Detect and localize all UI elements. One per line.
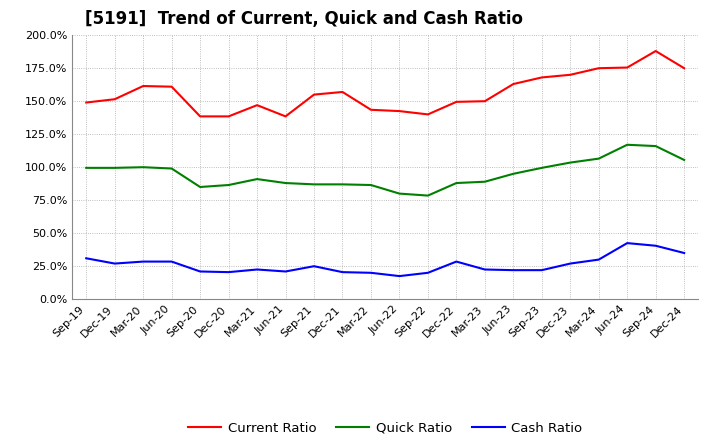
Current Ratio (338, 89, 347, 95)
Current Ratio (423, 112, 432, 117)
Cash Ratio (139, 259, 148, 264)
Cash Ratio (423, 270, 432, 275)
Cash Ratio (537, 268, 546, 273)
Quick Ratio (595, 156, 603, 161)
Quick Ratio (623, 142, 631, 147)
Current Ratio (82, 100, 91, 105)
Cash Ratio (110, 261, 119, 266)
Quick Ratio (452, 180, 461, 186)
Quick Ratio (282, 180, 290, 186)
Quick Ratio (110, 165, 119, 170)
Quick Ratio (338, 182, 347, 187)
Cash Ratio (310, 264, 318, 269)
Cash Ratio (338, 269, 347, 275)
Current Ratio (509, 81, 518, 87)
Cash Ratio (595, 257, 603, 262)
Cash Ratio (366, 270, 375, 275)
Cash Ratio (253, 267, 261, 272)
Quick Ratio (139, 165, 148, 170)
Cash Ratio (82, 256, 91, 261)
Current Ratio (595, 66, 603, 71)
Quick Ratio (253, 176, 261, 182)
Current Ratio (310, 92, 318, 97)
Quick Ratio (680, 157, 688, 162)
Quick Ratio (480, 179, 489, 184)
Quick Ratio (196, 184, 204, 190)
Line: Current Ratio: Current Ratio (86, 51, 684, 116)
Cash Ratio (225, 269, 233, 275)
Line: Cash Ratio: Cash Ratio (86, 243, 684, 276)
Current Ratio (537, 75, 546, 80)
Current Ratio (366, 107, 375, 112)
Current Ratio (110, 96, 119, 102)
Cash Ratio (395, 274, 404, 279)
Current Ratio (139, 83, 148, 88)
Cash Ratio (167, 259, 176, 264)
Cash Ratio (282, 269, 290, 274)
Current Ratio (282, 114, 290, 119)
Current Ratio (623, 65, 631, 70)
Cash Ratio (509, 268, 518, 273)
Current Ratio (652, 48, 660, 54)
Quick Ratio (509, 171, 518, 176)
Current Ratio (566, 72, 575, 77)
Quick Ratio (82, 165, 91, 170)
Current Ratio (225, 114, 233, 119)
Line: Quick Ratio: Quick Ratio (86, 145, 684, 195)
Cash Ratio (480, 267, 489, 272)
Cash Ratio (196, 269, 204, 274)
Current Ratio (253, 103, 261, 108)
Quick Ratio (537, 165, 546, 170)
Cash Ratio (452, 259, 461, 264)
Current Ratio (167, 84, 176, 89)
Cash Ratio (680, 250, 688, 256)
Current Ratio (680, 66, 688, 71)
Text: [5191]  Trend of Current, Quick and Cash Ratio: [5191] Trend of Current, Quick and Cash … (84, 10, 523, 28)
Quick Ratio (566, 160, 575, 165)
Quick Ratio (652, 143, 660, 149)
Quick Ratio (225, 182, 233, 187)
Current Ratio (452, 99, 461, 104)
Legend: Current Ratio, Quick Ratio, Cash Ratio: Current Ratio, Quick Ratio, Cash Ratio (183, 417, 588, 440)
Current Ratio (395, 108, 404, 114)
Current Ratio (196, 114, 204, 119)
Quick Ratio (395, 191, 404, 196)
Quick Ratio (366, 182, 375, 187)
Quick Ratio (310, 182, 318, 187)
Cash Ratio (623, 240, 631, 246)
Current Ratio (480, 99, 489, 104)
Quick Ratio (423, 193, 432, 198)
Cash Ratio (566, 261, 575, 266)
Cash Ratio (652, 243, 660, 248)
Quick Ratio (167, 166, 176, 171)
